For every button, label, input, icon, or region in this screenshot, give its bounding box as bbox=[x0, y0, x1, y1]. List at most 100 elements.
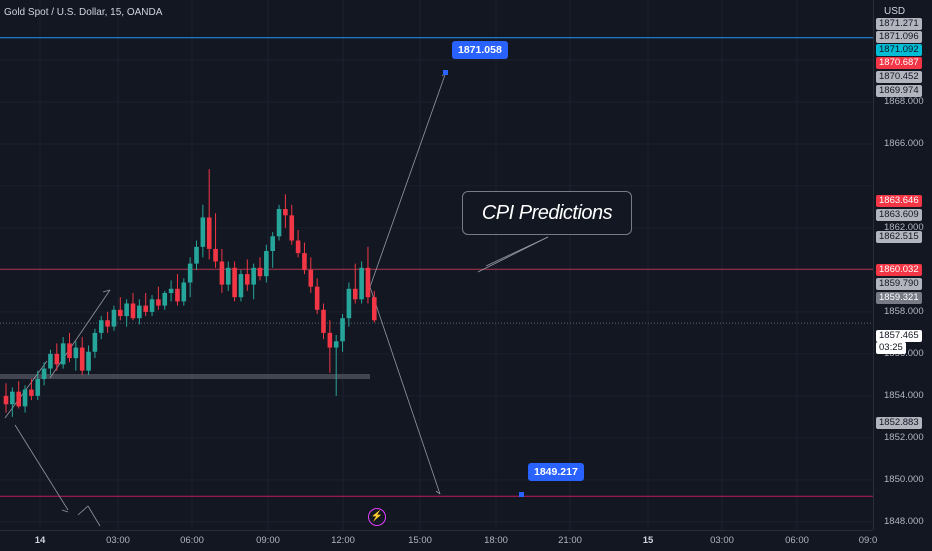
candle bbox=[41, 368, 47, 380]
candle bbox=[3, 395, 9, 405]
target-up-callout[interactable]: 1871.058 bbox=[452, 41, 508, 59]
callout-anchor-up bbox=[443, 70, 448, 75]
candle bbox=[251, 267, 256, 285]
candle bbox=[67, 343, 72, 359]
candle bbox=[181, 282, 187, 302]
candle bbox=[48, 353, 53, 369]
price-tag: 1863.609 bbox=[876, 209, 922, 221]
note-pointer bbox=[485, 236, 549, 267]
projection-up-line bbox=[369, 71, 447, 288]
candle bbox=[149, 299, 155, 312]
horizontal-levels bbox=[0, 37, 873, 497]
time-label: 18:00 bbox=[484, 535, 508, 546]
time-axis[interactable] bbox=[0, 530, 873, 551]
candle bbox=[162, 292, 168, 306]
candle bbox=[225, 267, 231, 285]
candle bbox=[118, 309, 123, 317]
candle bbox=[245, 274, 250, 285]
time-label: 03:00 bbox=[710, 535, 734, 546]
time-label: 06:00 bbox=[180, 535, 204, 546]
trend-drawings bbox=[4, 70, 549, 527]
candle bbox=[270, 236, 275, 252]
price-tag: 03:25 bbox=[876, 342, 906, 354]
candle bbox=[238, 274, 244, 298]
price-tag: 1871.271 bbox=[876, 18, 922, 30]
candle bbox=[365, 267, 371, 298]
candle bbox=[92, 332, 98, 352]
time-label: 09:0 bbox=[858, 535, 878, 546]
candle bbox=[124, 303, 129, 317]
candle bbox=[314, 286, 320, 310]
candle bbox=[111, 309, 117, 327]
lightning-icon[interactable]: ⚡ bbox=[368, 508, 386, 526]
candle bbox=[232, 267, 237, 298]
support-zone bbox=[0, 374, 370, 379]
candle bbox=[60, 343, 66, 365]
trend-line-1 bbox=[4, 360, 48, 419]
price-tick: 1854.000 bbox=[884, 389, 924, 401]
candle bbox=[308, 269, 314, 287]
trend-line-2 bbox=[49, 289, 111, 379]
target-down-callout[interactable]: 1849.217 bbox=[528, 463, 584, 481]
candle bbox=[10, 391, 15, 405]
candle bbox=[194, 246, 199, 264]
candle bbox=[187, 263, 193, 283]
time-label: 09:00 bbox=[256, 535, 280, 546]
price-tag: 1857.465 bbox=[876, 330, 922, 342]
candle bbox=[327, 332, 333, 348]
projection-down-line bbox=[369, 286, 441, 495]
price-tick: 1858.000 bbox=[884, 305, 924, 317]
candle bbox=[213, 248, 218, 262]
candle bbox=[264, 251, 269, 277]
price-tick: 1868.000 bbox=[884, 95, 924, 107]
candle bbox=[143, 305, 148, 312]
trend-line-3 bbox=[14, 424, 69, 511]
price-axis[interactable] bbox=[873, 0, 932, 530]
candle bbox=[346, 288, 352, 319]
candle bbox=[35, 379, 41, 396]
trend-line-5 bbox=[87, 505, 101, 527]
price-tick: 1848.000 bbox=[884, 515, 924, 527]
candle bbox=[359, 267, 364, 300]
candle bbox=[86, 351, 91, 371]
price-tick: 1866.000 bbox=[884, 137, 924, 149]
candle bbox=[219, 261, 225, 285]
chart-grid bbox=[0, 0, 873, 530]
candle bbox=[29, 389, 34, 396]
callout-anchor-down bbox=[519, 492, 524, 497]
candles bbox=[3, 169, 377, 417]
price-tag: 1871.092 bbox=[876, 44, 922, 56]
candle bbox=[130, 303, 136, 319]
price-tick: 1852.000 bbox=[884, 431, 924, 443]
symbol-title: Gold Spot / U.S. Dollar, 15, OANDA bbox=[4, 7, 163, 18]
time-label: 15:00 bbox=[408, 535, 432, 546]
candle bbox=[295, 240, 301, 254]
candle bbox=[372, 297, 377, 321]
arrow-head bbox=[61, 509, 69, 513]
price-tag: 1862.515 bbox=[876, 231, 922, 243]
price-tick: 1862.000 bbox=[884, 221, 924, 233]
candle bbox=[73, 347, 79, 359]
candle bbox=[79, 347, 85, 371]
time-label: 06:00 bbox=[785, 535, 809, 546]
candle bbox=[333, 341, 339, 348]
candle bbox=[321, 309, 326, 333]
candle bbox=[168, 288, 174, 293]
price-tag: 1859.790 bbox=[876, 278, 922, 290]
candle bbox=[105, 320, 110, 327]
price-tick: 1850.000 bbox=[884, 473, 924, 485]
candle bbox=[54, 353, 60, 365]
candle bbox=[302, 253, 307, 270]
price-tag: 1852.883 bbox=[876, 417, 922, 429]
price-tag: 1871.096 bbox=[876, 31, 922, 43]
time-label: 12:00 bbox=[331, 535, 355, 546]
candle bbox=[283, 209, 288, 216]
arrow-head bbox=[102, 289, 111, 293]
candle bbox=[156, 299, 161, 306]
candle bbox=[98, 320, 104, 333]
currency-label[interactable]: USD bbox=[884, 6, 906, 17]
cpi-note[interactable]: CPI Predictions bbox=[462, 191, 632, 235]
price-tag: 1860.032 bbox=[876, 264, 922, 276]
candle bbox=[206, 217, 212, 249]
